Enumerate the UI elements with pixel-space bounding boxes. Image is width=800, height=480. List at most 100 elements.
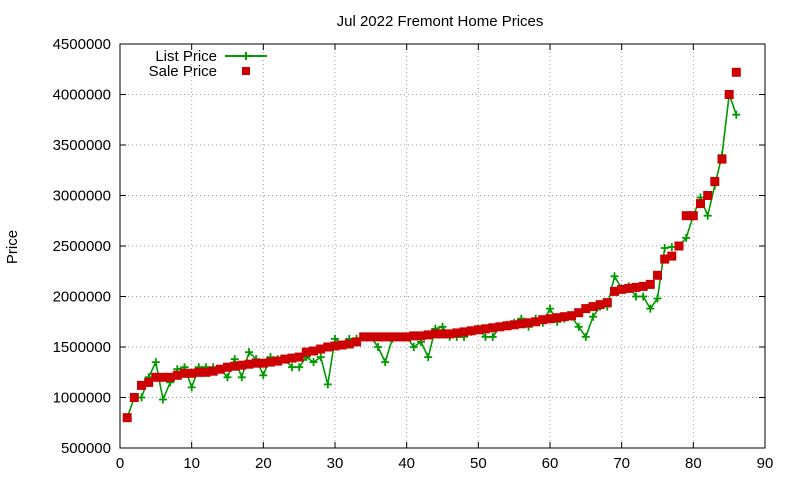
data-point-sale-price (473, 325, 483, 335)
data-point-sale-price (122, 413, 132, 423)
data-point-list-price (632, 292, 640, 301)
data-point-list-price (667, 243, 676, 251)
data-point-sale-price (430, 329, 440, 339)
y-tick-label: 1500000 (53, 339, 111, 356)
data-point-sale-price (180, 368, 189, 378)
data-point-sale-price (466, 326, 476, 336)
data-point-sale-price (301, 347, 311, 357)
legend-entry-sale-price: Sale Price (149, 63, 250, 80)
data-point-sale-price (617, 284, 627, 294)
data-point-sale-price (387, 332, 397, 342)
data-point-sale-price (488, 323, 498, 333)
data-point-list-price (159, 395, 167, 404)
data-point-list-price (187, 383, 196, 392)
legend-marker-list-price (242, 52, 250, 60)
data-point-sale-price (645, 279, 655, 289)
legend-entry-list-price: List Price (155, 48, 267, 65)
data-point-list-price (295, 363, 304, 372)
data-point-sale-price (287, 353, 297, 363)
data-point-sale-price (251, 358, 261, 368)
x-tick-label: 70 (613, 455, 630, 472)
legend: List Price Sale Price (149, 48, 267, 80)
legend-label-sale-price: Sale Price (149, 63, 217, 80)
data-point-list-price (245, 348, 253, 357)
data-point-sale-price (524, 318, 533, 328)
data-point-list-price (589, 312, 597, 321)
data-point-sale-price (273, 356, 283, 366)
data-point-sale-price (201, 367, 211, 377)
data-point-sale-price (703, 191, 713, 200)
data-point-sale-price (567, 311, 576, 321)
data-point-sale-price (538, 315, 548, 325)
data-point-sale-price (402, 332, 412, 342)
data-point-list-price (660, 244, 669, 252)
data-point-sale-price (237, 360, 247, 370)
data-point-sale-price (258, 358, 268, 368)
data-point-list-price (581, 332, 590, 341)
data-point-list-price (574, 322, 583, 331)
y-tick-label: 500000 (61, 440, 111, 457)
y-tick-label: 2000000 (53, 289, 111, 306)
data-point-sale-price (323, 342, 333, 352)
data-point-list-price (639, 292, 648, 301)
data-point-list-price (237, 373, 246, 382)
data-point-sale-price (588, 302, 598, 312)
data-point-sale-price (416, 331, 426, 341)
legend-marker-sale-price (242, 67, 250, 75)
data-point-list-price (653, 294, 662, 303)
data-point-sale-price (151, 372, 161, 382)
data-point-sale-price (696, 199, 705, 209)
x-tick-label: 90 (757, 455, 774, 472)
x-tick-label: 10 (183, 455, 200, 472)
data-point-sale-price (531, 317, 541, 327)
data-point-sale-price (230, 361, 240, 371)
data-point-list-price (546, 304, 554, 313)
data-point-sale-price (223, 362, 232, 372)
data-point-sale-price (352, 337, 361, 347)
data-point-sale-price (344, 339, 354, 349)
data-point-list-price (610, 272, 619, 281)
y-tick-label: 3500000 (53, 137, 111, 154)
data-point-list-price (323, 380, 332, 389)
data-point-sale-price (409, 331, 419, 341)
data-point-sale-price (688, 211, 698, 221)
data-point-list-price (488, 332, 497, 341)
data-point-list-price (732, 110, 741, 119)
data-point-list-price (316, 353, 325, 362)
data-point-sale-price (495, 322, 505, 332)
data-point-sale-price (280, 354, 290, 364)
data-point-list-price (682, 233, 691, 242)
data-point-sale-price (653, 270, 662, 280)
data-point-sale-price (294, 352, 304, 362)
data-point-list-price (309, 358, 318, 367)
data-point-sale-price (208, 366, 218, 376)
series-layer (122, 67, 741, 423)
data-point-list-price (646, 304, 655, 313)
data-point-sale-price (445, 329, 455, 339)
data-point-sale-price (215, 364, 225, 374)
y-tick-label: 4500000 (53, 36, 111, 53)
x-tick-label: 40 (398, 455, 415, 472)
data-point-sale-price (172, 370, 182, 380)
grid-layer (120, 44, 765, 448)
x-tick-label: 80 (685, 455, 702, 472)
data-point-sale-price (194, 367, 204, 377)
data-point-sale-price (452, 328, 462, 338)
data-point-sale-price (667, 251, 677, 261)
data-point-sale-price (731, 67, 741, 77)
data-point-sale-price (710, 176, 720, 186)
data-point-sale-price (516, 319, 526, 329)
y-tick-label: 1000000 (53, 390, 111, 407)
y-tick-label: 3000000 (53, 188, 111, 205)
data-point-sale-price (165, 372, 175, 382)
data-point-sale-price (366, 332, 376, 342)
chart-title: Jul 2022 Fremont Home Prices (337, 13, 544, 30)
y-tick-label: 2500000 (53, 238, 111, 255)
data-point-sale-price (481, 324, 490, 334)
x-tick-label: 20 (255, 455, 272, 472)
data-point-sale-price (158, 372, 168, 382)
data-point-list-price (374, 343, 382, 351)
tick-layer: 0 10 20 30 40 50 60 70 80 90 500000 1000000 1500000 2… (53, 36, 774, 472)
data-point-list-price (259, 371, 268, 380)
data-point-list-price (223, 373, 232, 382)
